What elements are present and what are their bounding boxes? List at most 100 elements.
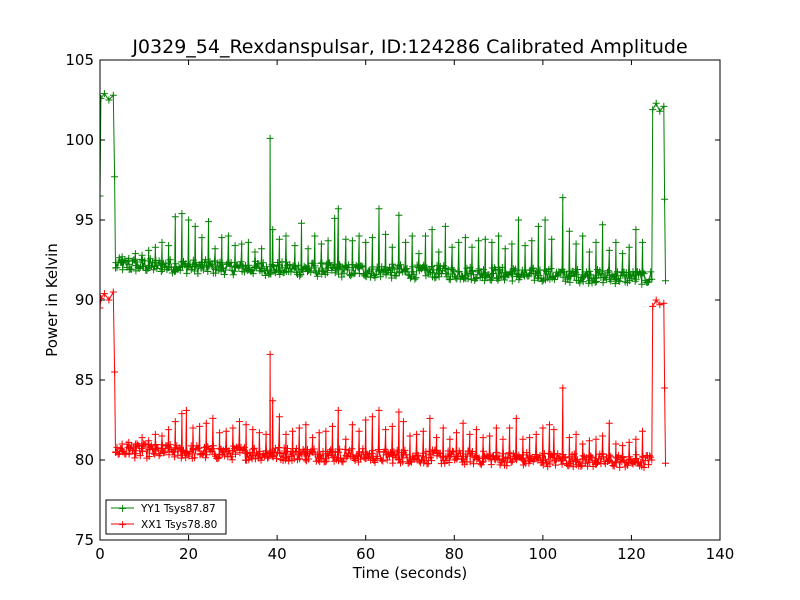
point-marker xyxy=(579,278,587,286)
point-marker xyxy=(414,451,422,459)
point-marker xyxy=(464,275,472,283)
point-marker xyxy=(145,246,153,254)
point-marker xyxy=(472,426,480,434)
point-marker xyxy=(381,445,389,453)
point-marker xyxy=(137,255,145,263)
point-marker xyxy=(358,262,366,270)
point-marker xyxy=(111,173,119,181)
chart-title: J0329_54_Rexdanspulsar, ID:124286 Calibr… xyxy=(131,36,687,58)
point-marker xyxy=(656,301,664,309)
point-marker xyxy=(229,424,237,432)
point-marker xyxy=(100,290,108,298)
point-marker xyxy=(649,106,657,114)
point-marker xyxy=(282,453,290,461)
point-marker xyxy=(266,350,274,358)
point-marker xyxy=(428,457,435,465)
point-marker xyxy=(558,460,566,468)
series-1 xyxy=(100,288,669,471)
point-marker xyxy=(459,419,467,427)
point-marker xyxy=(301,456,309,464)
point-marker xyxy=(599,279,607,287)
point-marker xyxy=(632,451,640,459)
point-marker xyxy=(139,447,146,455)
point-marker xyxy=(310,445,318,453)
point-marker xyxy=(559,194,567,202)
point-marker xyxy=(490,270,497,277)
point-marker xyxy=(479,434,487,442)
point-marker xyxy=(307,268,315,276)
point-marker xyxy=(258,245,266,253)
point-marker xyxy=(399,418,407,426)
point-marker xyxy=(132,450,140,458)
point-marker xyxy=(498,456,506,464)
point-marker xyxy=(343,266,351,274)
point-marker xyxy=(304,446,311,453)
point-marker xyxy=(140,263,148,270)
point-marker xyxy=(461,234,469,242)
point-marker xyxy=(450,448,458,456)
point-marker xyxy=(114,450,122,458)
point-marker xyxy=(456,449,464,457)
point-marker xyxy=(632,275,640,283)
point-marker xyxy=(296,272,304,280)
point-marker xyxy=(519,435,527,443)
point-marker xyxy=(236,418,243,426)
point-marker xyxy=(387,269,394,276)
y-tick-label: 105 xyxy=(65,51,94,69)
point-marker xyxy=(260,267,268,275)
point-marker xyxy=(592,435,600,443)
point-marker xyxy=(322,427,330,435)
axes: 0 20 40 60 80 100 120 140 75 80 85 90 95 100 105 xyxy=(65,51,734,563)
point-marker xyxy=(207,262,215,270)
point-marker xyxy=(585,437,593,445)
point-marker xyxy=(369,265,377,273)
point-marker xyxy=(395,211,403,219)
point-marker xyxy=(286,453,294,461)
point-marker xyxy=(222,266,230,274)
point-marker xyxy=(289,427,297,435)
point-marker xyxy=(162,259,170,267)
point-marker xyxy=(151,243,159,251)
point-marker xyxy=(607,453,615,461)
point-marker xyxy=(158,441,166,449)
point-marker xyxy=(105,96,113,104)
point-marker xyxy=(474,267,482,275)
point-marker xyxy=(205,218,212,226)
point-marker xyxy=(626,269,634,277)
point-marker xyxy=(251,455,259,463)
point-marker xyxy=(408,458,415,466)
point-marker xyxy=(229,271,237,279)
point-marker xyxy=(548,235,556,243)
point-marker xyxy=(587,452,595,460)
point-marker xyxy=(338,273,346,281)
point-marker xyxy=(227,258,235,266)
point-marker xyxy=(583,268,590,276)
point-marker xyxy=(606,451,614,459)
point-marker xyxy=(295,261,303,269)
x-tick-label: 140 xyxy=(706,545,735,563)
point-marker xyxy=(191,222,199,230)
point-marker xyxy=(145,437,153,445)
x-tick-label: 40 xyxy=(268,545,287,563)
point-marker xyxy=(397,261,404,269)
point-marker xyxy=(577,462,585,470)
point-marker xyxy=(284,445,291,452)
point-marker xyxy=(619,442,627,450)
point-marker xyxy=(493,448,501,456)
point-marker xyxy=(579,232,587,240)
point-marker xyxy=(532,430,540,438)
point-marker xyxy=(348,421,356,429)
point-marker xyxy=(591,278,599,286)
point-marker xyxy=(619,250,627,258)
series-line xyxy=(100,92,666,285)
point-marker xyxy=(138,434,146,442)
point-marker xyxy=(100,304,104,312)
point-marker xyxy=(309,434,317,442)
point-marker xyxy=(539,424,547,432)
point-marker xyxy=(228,456,236,464)
point-marker xyxy=(627,456,635,464)
point-marker xyxy=(586,458,594,466)
point-marker xyxy=(215,454,223,462)
point-marker xyxy=(645,461,652,469)
point-marker xyxy=(271,269,279,277)
